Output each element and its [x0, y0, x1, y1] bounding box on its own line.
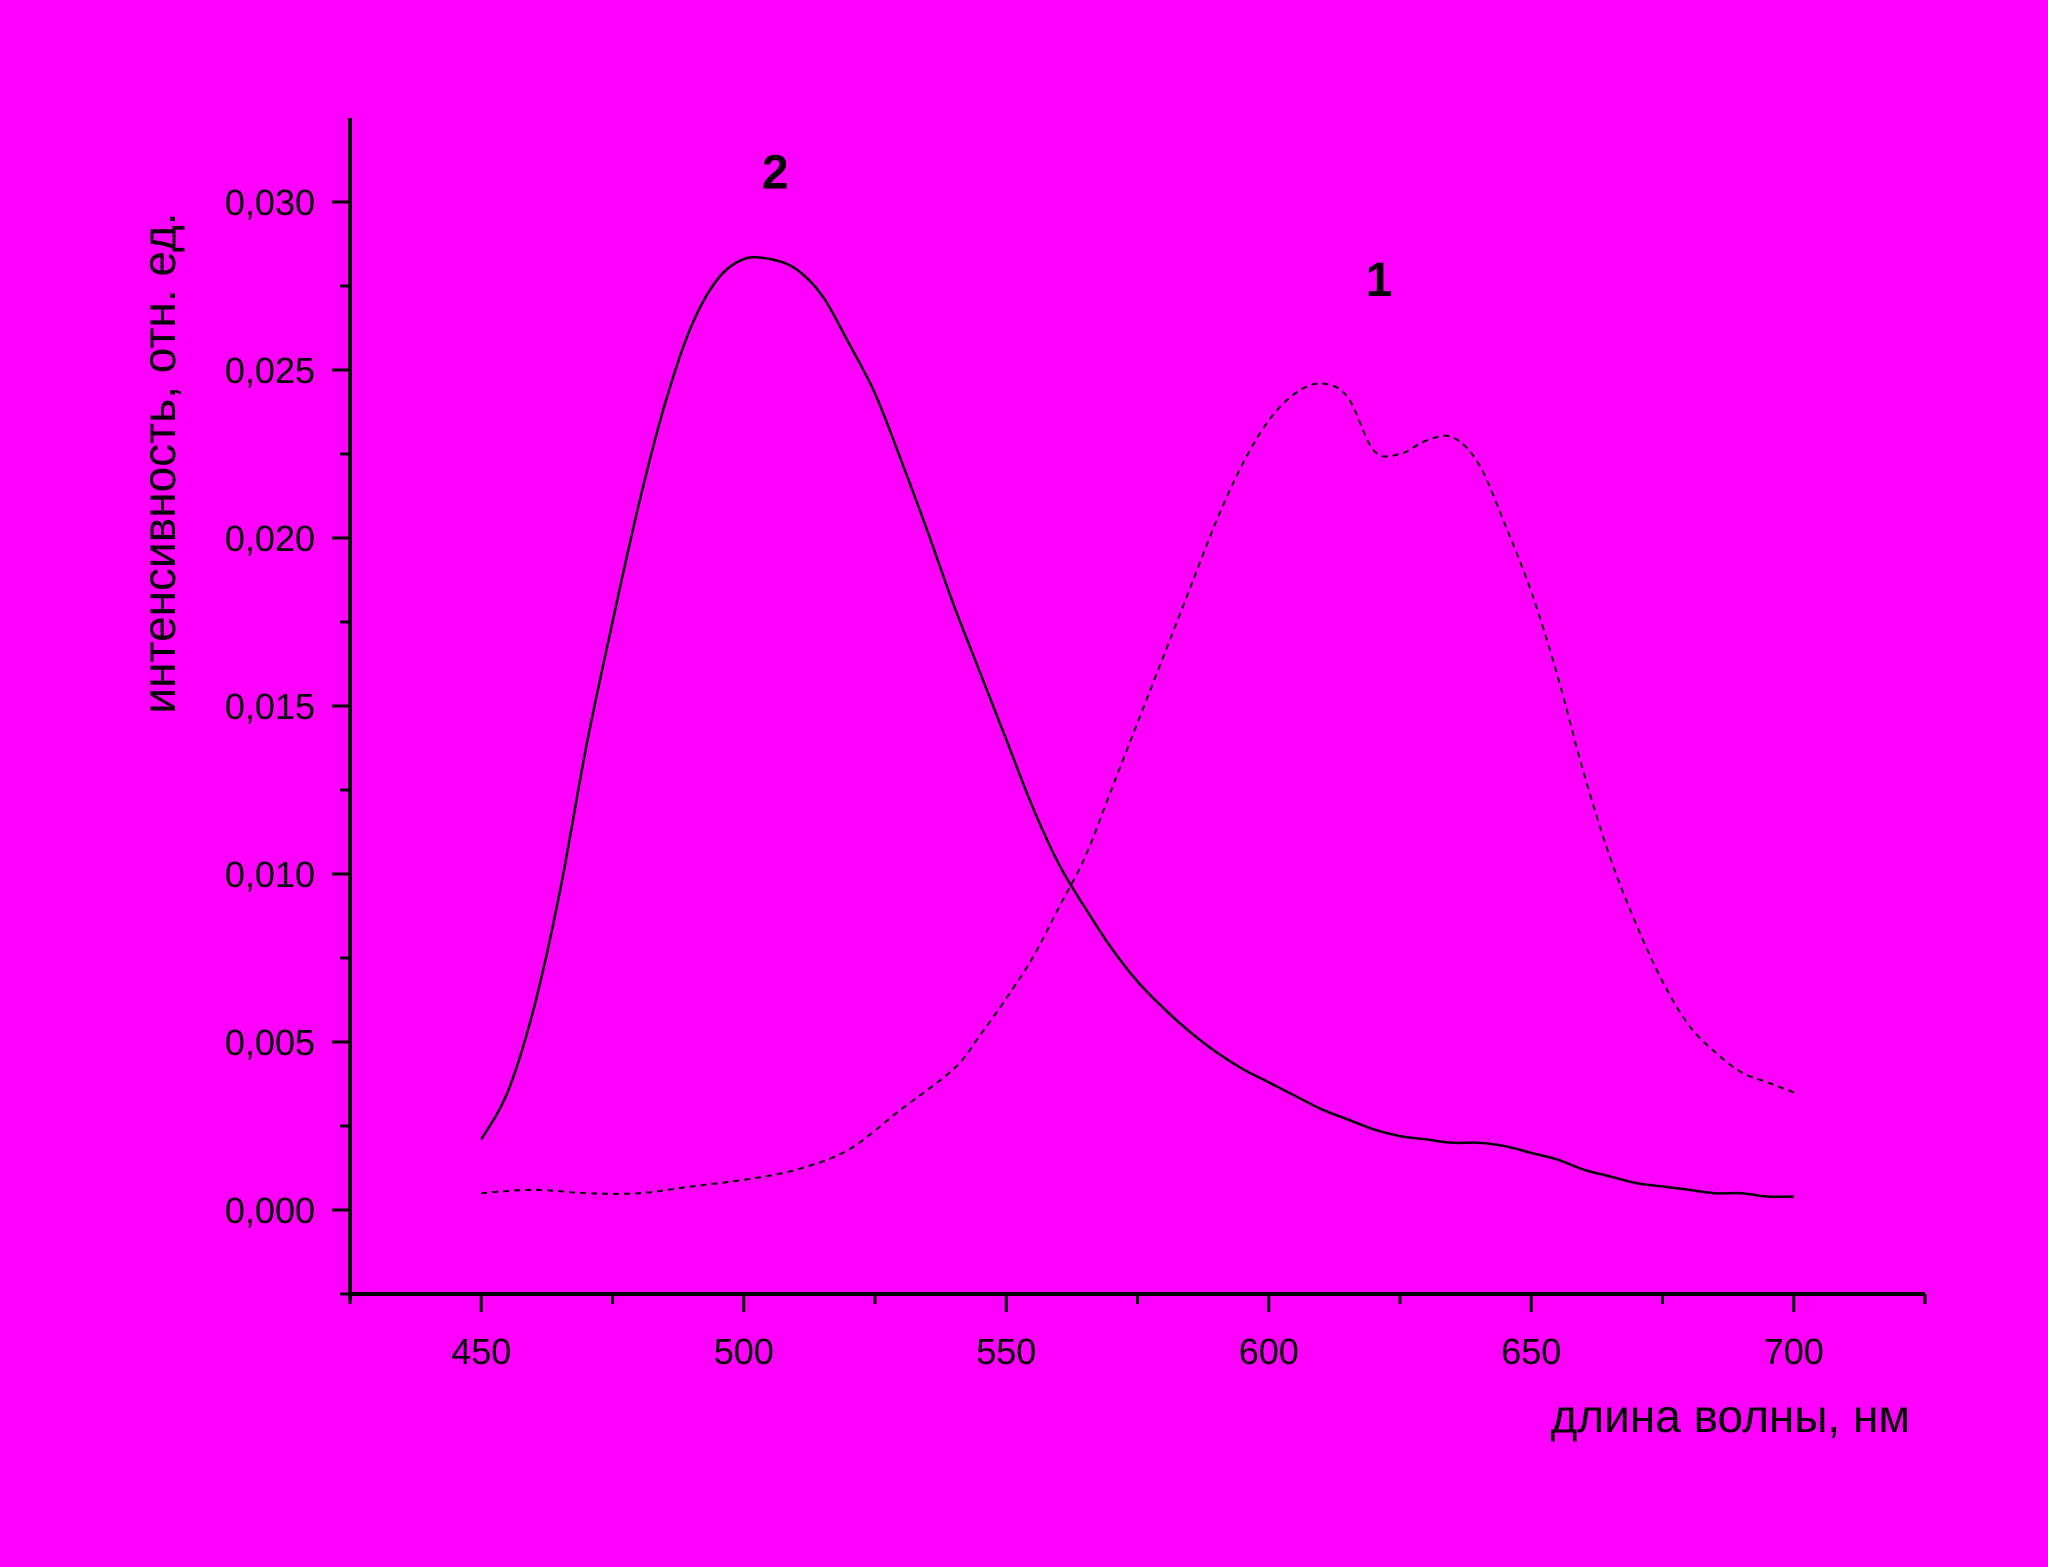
- ticks: 450 500 550 600 650 700 0,000 0,005 0,010 0,015 0,…: [225, 182, 1927, 1372]
- labels: 12: [762, 147, 1392, 308]
- y-tick-label: 0,020: [225, 518, 315, 559]
- y-tick-label: 0,015: [225, 686, 315, 727]
- y-tick-label: 0,025: [225, 350, 315, 391]
- series-1-line: [481, 382, 1795, 1195]
- series-2-label: 2: [762, 147, 789, 200]
- y-axis-title: интенсивность, отн. ед.: [133, 212, 185, 713]
- series-1-label: 1: [1366, 254, 1393, 307]
- series: [480, 255, 1795, 1199]
- x-axis-title: длина волны, нм: [1550, 1390, 1910, 1442]
- y-tick-label: 0,010: [225, 854, 315, 895]
- x-tick-label: 650: [1501, 1331, 1561, 1372]
- x-tick-label: 700: [1764, 1331, 1824, 1372]
- x-tick-label: 500: [714, 1331, 774, 1372]
- x-tick-label: 450: [451, 1331, 511, 1372]
- series-2-line: [480, 255, 1794, 1199]
- x-tick-label: 600: [1239, 1331, 1299, 1372]
- y-tick-label: 0,000: [225, 1190, 315, 1231]
- y-tick-label: 0,005: [225, 1022, 315, 1063]
- y-tick-label: 0,030: [225, 182, 315, 223]
- x-tick-label: 550: [976, 1331, 1036, 1372]
